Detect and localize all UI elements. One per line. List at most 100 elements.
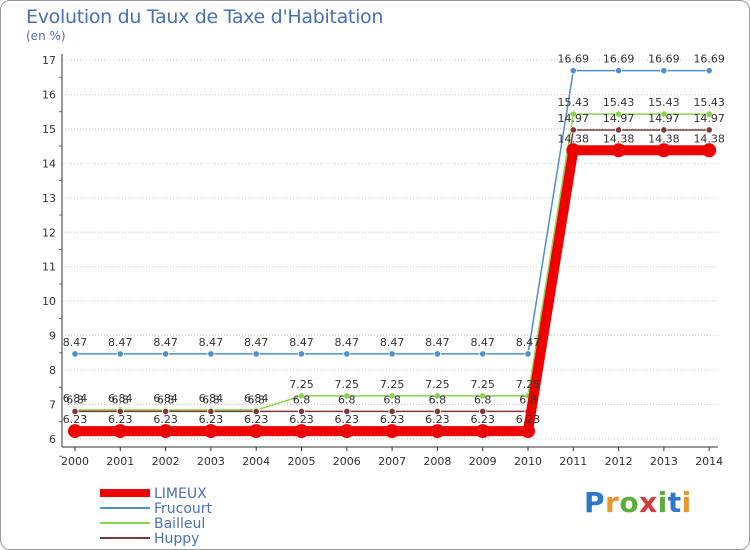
data-label-limeux: 6.23 xyxy=(470,413,495,426)
data-label-bailleul: 15.43 xyxy=(603,96,635,109)
data-label-limeux: 6.23 xyxy=(244,413,269,426)
data-point-bailleul xyxy=(343,392,351,400)
data-point-bailleul xyxy=(705,110,713,118)
data-point-frucourt xyxy=(524,350,532,358)
y-tick-label: 17 xyxy=(42,54,56,67)
data-point-limeux xyxy=(475,424,490,439)
data-label-frucourt: 8.47 xyxy=(380,336,405,349)
legend-label-limeux: LIMEUX xyxy=(154,486,207,502)
data-point-limeux xyxy=(611,143,626,158)
data-point-frucourt xyxy=(388,350,396,358)
data-point-huppy xyxy=(614,126,623,134)
chart-title: Evolution du Taux de Taxe d'Habitation xyxy=(26,6,384,28)
data-point-huppy xyxy=(705,126,713,134)
data-point-huppy xyxy=(479,407,487,416)
series-line-huppy xyxy=(75,129,710,413)
data-point-limeux xyxy=(702,143,717,158)
data-point-frucourt xyxy=(614,67,623,75)
data-point-bailleul xyxy=(479,392,487,400)
data-point-frucourt xyxy=(433,350,441,358)
data-label-huppy: 6.8 xyxy=(519,393,537,406)
data-label-frucourt: 8.47 xyxy=(470,336,495,349)
y-tick-label: 7 xyxy=(49,399,56,412)
x-tick-label: 2009 xyxy=(469,455,497,468)
data-point-frucourt xyxy=(479,350,487,358)
x-tick-label: 2011 xyxy=(559,455,587,468)
data-label-huppy: 14.97 xyxy=(603,112,635,125)
data-label-limeux: 6.23 xyxy=(108,413,133,426)
data-point-huppy xyxy=(297,407,306,416)
data-label-frucourt: 8.47 xyxy=(516,336,541,349)
data-label-huppy: 6.8 xyxy=(157,393,175,406)
data-point-bailleul xyxy=(569,110,577,118)
data-label-frucourt: 8.47 xyxy=(63,336,88,349)
data-label-frucourt: 8.47 xyxy=(199,336,224,349)
data-point-bailleul xyxy=(433,392,441,400)
data-label-bailleul: 6.84 xyxy=(244,392,269,405)
x-tick-label: 2001 xyxy=(106,455,134,468)
data-point-limeux xyxy=(68,424,82,439)
logo-letter: i xyxy=(681,486,692,519)
y-tick-label: 14 xyxy=(42,157,56,170)
data-label-frucourt: 8.47 xyxy=(244,336,269,349)
data-point-limeux xyxy=(203,424,218,439)
data-label-bailleul: 7.25 xyxy=(289,378,314,391)
data-label-limeux: 6.23 xyxy=(153,413,178,426)
data-label-huppy: 6.8 xyxy=(247,393,265,406)
data-label-frucourt: 16.69 xyxy=(603,53,635,66)
data-point-huppy xyxy=(71,407,79,416)
data-point-frucourt xyxy=(343,350,351,358)
data-point-frucourt xyxy=(162,350,170,358)
data-point-limeux xyxy=(249,424,264,439)
data-label-limeux: 6.23 xyxy=(335,413,360,426)
legend-label-bailleul: Bailleul xyxy=(154,516,205,532)
x-tick-label: 2002 xyxy=(152,455,180,468)
data-label-limeux: 6.23 xyxy=(63,413,88,426)
data-label-bailleul: 6.84 xyxy=(108,392,133,405)
data-label-frucourt: 16.69 xyxy=(693,53,725,66)
data-label-huppy: 14.97 xyxy=(558,112,590,125)
data-label-limeux: 6.23 xyxy=(199,413,224,426)
data-label-bailleul: 6.84 xyxy=(63,392,88,405)
data-label-bailleul: 15.43 xyxy=(693,96,725,109)
data-point-limeux xyxy=(385,424,400,439)
x-tick-label: 2010 xyxy=(514,455,542,468)
data-label-limeux: 14.38 xyxy=(558,132,590,145)
data-point-limeux xyxy=(656,143,671,158)
y-tick-label: 6 xyxy=(49,433,56,446)
data-label-bailleul: 7.25 xyxy=(335,378,360,391)
data-point-huppy xyxy=(116,407,124,416)
data-point-frucourt xyxy=(569,67,577,75)
data-point-frucourt xyxy=(207,350,215,358)
data-label-limeux: 6.23 xyxy=(380,413,405,426)
data-point-frucourt xyxy=(660,67,668,75)
y-tick-label: 13 xyxy=(42,192,56,205)
x-tick-label: 2003 xyxy=(197,455,225,468)
data-label-limeux: 14.38 xyxy=(648,132,680,145)
logo-letter: t xyxy=(667,486,682,519)
data-point-limeux xyxy=(113,424,128,439)
x-tick-label: 2007 xyxy=(378,455,406,468)
data-label-bailleul: 7.25 xyxy=(470,378,495,391)
data-label-limeux: 14.38 xyxy=(693,132,725,145)
data-point-huppy xyxy=(162,407,170,416)
data-point-frucourt xyxy=(116,350,124,358)
x-tick-label: 2005 xyxy=(288,455,316,468)
data-label-frucourt: 8.47 xyxy=(108,336,133,349)
data-label-frucourt: 8.47 xyxy=(425,336,450,349)
y-tick-label: 15 xyxy=(42,123,56,136)
data-point-huppy xyxy=(569,126,577,134)
y-tick-label: 11 xyxy=(42,261,56,274)
y-tick-label: 10 xyxy=(42,295,56,308)
data-point-limeux xyxy=(566,143,581,158)
data-label-limeux: 6.23 xyxy=(289,413,314,426)
logo-letter: o xyxy=(619,486,640,519)
data-label-limeux: 14.38 xyxy=(603,132,635,145)
data-label-bailleul: 7.25 xyxy=(425,378,450,391)
data-label-bailleul: 15.43 xyxy=(648,96,680,109)
data-label-limeux: 6.23 xyxy=(516,413,541,426)
data-label-bailleul: 7.25 xyxy=(516,378,541,391)
data-point-bailleul xyxy=(388,392,396,400)
y-tick-label: 9 xyxy=(49,330,56,343)
data-label-huppy: 14.97 xyxy=(648,112,680,125)
